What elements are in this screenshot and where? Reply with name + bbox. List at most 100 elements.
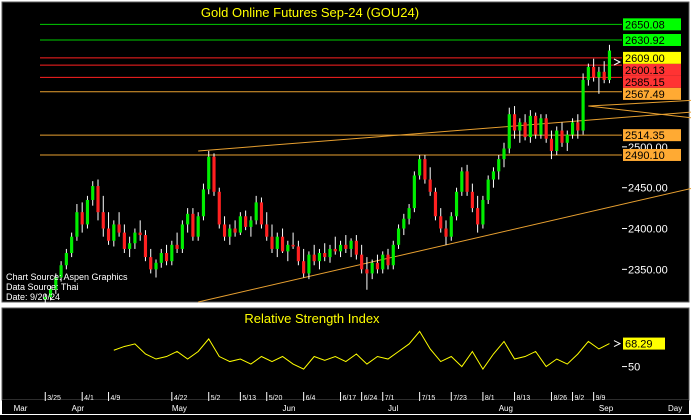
date-axis: 3/25 4/1 4/9 4/22 5/2 5/13 5/20 6/4 6/17 6/24 7/1 7…: [2, 392, 689, 414]
candle-body-51: [312, 254, 316, 262]
candle-body-106: [602, 71, 606, 80]
candle-body-17: [133, 232, 137, 244]
level-label-bg-2: [623, 51, 681, 64]
candle-body-36: [233, 228, 237, 233]
candle-body-30: [201, 189, 206, 217]
candle-body-96: [549, 138, 554, 151]
candle-body-48: [296, 246, 300, 262]
candle-body-75: [439, 216, 443, 229]
candle-body-73: [428, 179, 432, 192]
x-tick-label-11: 7/15: [422, 395, 436, 402]
candle-body-101: [576, 122, 580, 131]
candle-body-43: [270, 236, 274, 249]
candle-body-103: [586, 66, 590, 80]
x-tick-label-6: 5/20: [269, 395, 283, 402]
candle-body-68: [402, 218, 406, 229]
x-tick-label-12: 7/23: [453, 395, 467, 402]
candle-body-59: [354, 240, 358, 255]
level-label-bg-3: [623, 63, 681, 76]
x-tick-label-1: 4/1: [84, 395, 94, 402]
candle-body-13: [112, 224, 116, 241]
rsi-panel: 50 68.29 Relative Strength Index: [1, 307, 690, 401]
candle-body-56: [338, 244, 343, 252]
level-label-bg-4: [623, 75, 681, 88]
candle-body-89: [512, 114, 517, 131]
rsi-series-line: [113, 330, 610, 371]
candle-body-54: [328, 248, 332, 258]
candle-body-82: [476, 208, 480, 225]
candle-body-78: [454, 191, 459, 217]
candle-body-87: [502, 148, 506, 160]
candle-body-28: [191, 213, 195, 237]
source-line-3: Date: 9/20/24: [6, 292, 60, 302]
candle-body-90: [518, 122, 522, 131]
level-label-5: 2567.49: [625, 89, 665, 101]
candle-body-85: [491, 171, 496, 180]
candle-body-42: [265, 224, 269, 237]
y-tick-label-0: 2350.00: [628, 264, 668, 276]
x-tick-label-15: 8/26: [553, 395, 567, 402]
candle-body-102: [581, 79, 585, 131]
candle-body-79: [460, 171, 464, 192]
level-label-0: 2650.08: [625, 19, 665, 31]
candle-body-91: [523, 122, 527, 138]
candle-body-21: [154, 262, 158, 270]
rsi-title: Relative Strength Index: [244, 311, 380, 326]
candle-body-44: [275, 236, 279, 249]
candle-body-39: [249, 220, 253, 227]
month-label-5: Aug: [499, 404, 513, 413]
source-line-1: Chart Source: Aspen Graphics: [6, 272, 128, 282]
candle-body-97: [555, 130, 559, 151]
candle-body-49: [302, 261, 306, 274]
candle-body-11: [101, 212, 105, 229]
candle-body-14: [117, 224, 121, 233]
candle-body-47: [291, 244, 295, 247]
candle-body-60: [360, 254, 364, 270]
month-label-2: May: [172, 404, 187, 413]
candle-body-76: [444, 228, 448, 237]
x-tick-label-8: 6/17: [343, 395, 357, 402]
candle-body-4: [64, 253, 68, 266]
x-tick-label-0: 3/25: [47, 395, 61, 402]
candle-body-63: [375, 262, 380, 270]
candle-body-84: [486, 179, 490, 200]
month-label-1: Apr: [72, 404, 85, 413]
candle-body-20: [149, 257, 153, 270]
candle-body-6: [75, 212, 79, 237]
month-label-4: Jul: [388, 404, 398, 413]
candle-body-64: [381, 254, 385, 270]
candle-body-66: [391, 244, 395, 266]
candle-body-9: [91, 186, 95, 200]
candle-body-67: [396, 228, 401, 245]
x-tick-label-7: 6/4: [306, 395, 316, 402]
trendline-0: [198, 187, 691, 303]
candle-body-16: [128, 243, 132, 249]
candle-body-38: [244, 216, 248, 227]
candle-body-2: [54, 277, 58, 290]
candle-body-70: [412, 175, 416, 209]
level-label-bg-1: [623, 33, 681, 46]
candle-body-25: [175, 244, 179, 249]
candle-body-81: [470, 191, 474, 209]
candle-body-37: [238, 216, 242, 233]
candle-body-74: [433, 191, 438, 217]
x-tick-label-2: 4/9: [111, 395, 121, 402]
candle-body-5: [70, 236, 74, 254]
level-label-1: 2630.92: [625, 35, 665, 47]
rsi-tick-label-0: 50: [628, 362, 640, 374]
candle-body-35: [228, 228, 232, 237]
level-label-4: 2585.15: [625, 77, 665, 89]
level-label-bg-6: [623, 129, 681, 142]
candle-body-95: [544, 118, 548, 139]
rsi-current-arrow: [613, 340, 622, 348]
x-tick-label-16: 9/2: [575, 395, 585, 402]
candle-body-3: [59, 265, 63, 278]
level-label-3: 2600.13: [625, 65, 665, 77]
candle-body-23: [164, 253, 169, 262]
candle-body-77: [449, 216, 453, 237]
trendline-2: [588, 99, 691, 107]
candle-body-8: [85, 199, 90, 225]
candle-body-88: [507, 114, 511, 149]
candle-body-93: [534, 115, 538, 135]
